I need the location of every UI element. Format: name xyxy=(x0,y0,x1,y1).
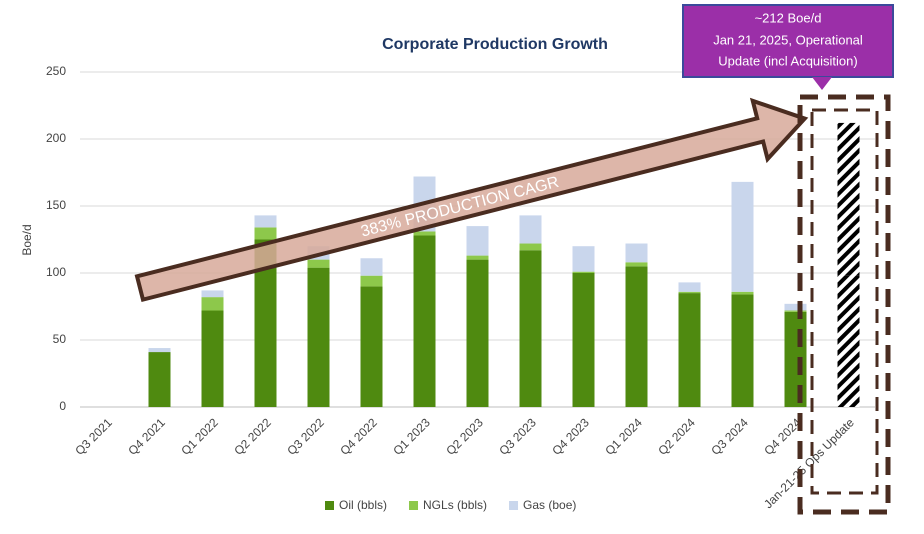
bar-segment xyxy=(413,235,436,407)
bar-segment xyxy=(731,181,754,292)
x-tick-label: Q3 2024 xyxy=(708,415,751,458)
bar-segment xyxy=(360,275,383,287)
bar-segment xyxy=(466,226,489,256)
bar-segment xyxy=(625,266,648,407)
callout-pointer xyxy=(812,77,832,90)
y-tick-label: 50 xyxy=(53,332,67,346)
bar-segment xyxy=(572,271,595,273)
x-tick-label: Q2 2023 xyxy=(443,415,486,458)
bar-segment xyxy=(254,239,277,407)
bar-segment xyxy=(201,310,224,407)
callout-box xyxy=(682,4,894,78)
bar-segment xyxy=(360,286,383,407)
x-tick-label: Q4 2021 xyxy=(125,415,168,458)
callout-text: Jan 21, 2025, Operational xyxy=(713,32,863,47)
bar-segment xyxy=(413,231,436,236)
bar-segment xyxy=(466,259,489,407)
legend-swatch xyxy=(509,501,519,510)
x-tick-label: Q2 2024 xyxy=(655,415,698,458)
bar-segment xyxy=(254,215,277,228)
x-tick-label: Jan-21-25 Ops Update xyxy=(761,415,857,511)
y-tick-label: 200 xyxy=(46,131,66,145)
bar-segment xyxy=(572,246,595,272)
legend-label: Oil (bbls) xyxy=(339,498,387,512)
bar-segment xyxy=(572,273,595,407)
highlight-box xyxy=(797,94,891,515)
bar-segment xyxy=(731,291,754,295)
x-tick-label: Q4 2023 xyxy=(549,415,592,458)
y-tick-label: 250 xyxy=(46,64,66,78)
bar-segment xyxy=(307,267,330,407)
bar-segment xyxy=(148,352,171,407)
legend-label: NGLs (bbls) xyxy=(423,498,487,512)
callout-text: Update (incl Acquisition) xyxy=(718,53,857,68)
y-tick-label: 150 xyxy=(46,198,66,212)
legend: Oil (bbls) NGLs (bbls) Gas (boe) xyxy=(325,498,576,512)
legend-swatch xyxy=(325,501,334,510)
x-tick-label: Q1 2023 xyxy=(390,415,433,458)
bar-segment xyxy=(254,227,277,240)
highlight-box-inner xyxy=(810,108,879,495)
x-tick-label: Q3 2023 xyxy=(496,415,539,458)
x-tick-label: Q3 2022 xyxy=(284,415,327,458)
legend-label: Gas (boe) xyxy=(523,498,576,512)
bar-segment xyxy=(519,215,542,244)
bar-segment xyxy=(678,282,701,292)
bar-segment xyxy=(625,262,648,267)
bar-segment xyxy=(837,122,860,276)
bar-segment xyxy=(201,290,224,298)
legend-swatch xyxy=(409,501,419,510)
bar-segment xyxy=(784,310,807,312)
bar-segment xyxy=(837,275,860,407)
bar-segment xyxy=(784,303,807,311)
bar-segment xyxy=(201,297,224,311)
y-axis-label: Boe/d xyxy=(20,224,34,255)
y-tick-label: 0 xyxy=(59,399,66,413)
x-tick-label: Q3 2021 xyxy=(72,415,115,458)
bar-segment xyxy=(731,294,754,407)
bar-segment xyxy=(360,258,383,276)
bar-segment xyxy=(466,255,489,260)
chart-title: Corporate Production Growth xyxy=(382,36,608,53)
bar-segment xyxy=(307,259,330,268)
bar-segment xyxy=(678,291,701,294)
arrow-shape xyxy=(134,97,809,303)
bar-segment xyxy=(784,311,807,407)
callout-text: ~212 Boe/d xyxy=(755,10,822,25)
x-tick-label: Q2 2022 xyxy=(231,415,274,458)
bar-segment xyxy=(519,243,542,251)
bar-segment xyxy=(678,293,701,407)
bar-segment xyxy=(625,243,648,263)
x-tick-label: Q1 2024 xyxy=(602,415,645,458)
x-tick-label: Q4 2022 xyxy=(337,415,380,458)
x-tick-label: Q1 2022 xyxy=(178,415,221,458)
y-tick-label: 100 xyxy=(46,265,66,279)
bar-segment xyxy=(519,250,542,407)
bar-segment xyxy=(148,348,171,353)
